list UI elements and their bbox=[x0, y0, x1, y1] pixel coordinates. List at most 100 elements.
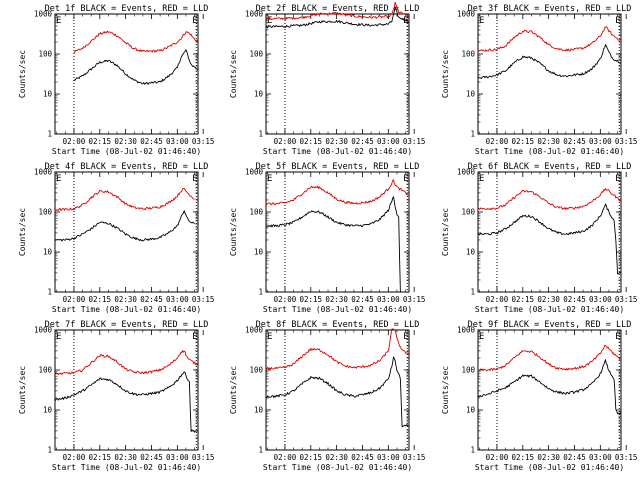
panel-6: Det 6f BLACK = Events, RED = LLD Counts/s… bbox=[441, 162, 637, 314]
x-tick-label: 02:15 bbox=[89, 295, 112, 304]
y-tick-label: 1 bbox=[258, 288, 263, 297]
x-tick-label: 02:00 bbox=[486, 137, 509, 146]
plot-frame bbox=[54, 329, 199, 451]
x-tick-label: 02:45 bbox=[563, 295, 586, 304]
x-tick-label: 02:00 bbox=[274, 295, 297, 304]
x-tick-label: 02:00 bbox=[274, 137, 297, 146]
x-tick-label: 03:00 bbox=[166, 453, 189, 462]
y-axis-label: Counts/sec bbox=[229, 366, 238, 414]
edge-mark-left: E bbox=[56, 16, 61, 26]
y-tick-label: 1000 bbox=[457, 326, 476, 335]
y-tick-label: 1000 bbox=[245, 168, 264, 177]
x-tick-label: 02:30 bbox=[325, 453, 348, 462]
series-lld-line bbox=[477, 26, 622, 53]
y-axis-label: Counts/sec bbox=[229, 50, 238, 98]
x-tick-label: 02:15 bbox=[300, 295, 323, 304]
x-axis-label: Start Time (08-Jul-02 01:46:40) bbox=[263, 147, 412, 156]
x-axis-label: Start Time (08-Jul-02 01:46:40) bbox=[52, 463, 201, 472]
panel-title: Det 3f BLACK = Events, RED = LLD bbox=[468, 4, 632, 14]
y-tick-label: 10 bbox=[254, 90, 264, 99]
x-tick-label: 02:30 bbox=[325, 137, 348, 146]
panel-3: Det 3f BLACK = Events, RED = LLD Counts/s… bbox=[441, 4, 637, 156]
series-events-line bbox=[265, 6, 410, 29]
panel-2: Det 2f BLACK = Events, RED = LLD Counts/s… bbox=[229, 1, 426, 156]
edge-mark-left: E bbox=[479, 174, 484, 184]
edge-mark-right: E bbox=[192, 174, 197, 184]
x-tick-label: 02:00 bbox=[63, 137, 86, 146]
x-tick-label: 02:30 bbox=[114, 453, 137, 462]
y-tick-label: 1000 bbox=[457, 10, 476, 19]
x-tick-label: 02:30 bbox=[114, 295, 137, 304]
edge-mark-right: E bbox=[403, 332, 408, 342]
panel-title: Det 8f BLACK = Events, RED = LLD bbox=[256, 320, 420, 330]
panel-title: Det 2f BLACK = Events, RED = LLD bbox=[256, 4, 420, 14]
x-tick-label: 02:15 bbox=[89, 453, 112, 462]
x-tick-label: 03:15 bbox=[615, 137, 638, 146]
series-events-line bbox=[265, 196, 409, 293]
y-tick-label: 100 bbox=[249, 366, 263, 375]
y-tick-label: 100 bbox=[38, 208, 52, 217]
y-tick-label: 1 bbox=[258, 446, 263, 455]
x-tick-label: 03:00 bbox=[589, 453, 612, 462]
y-tick-label: 100 bbox=[461, 208, 475, 217]
edge-mark-right: E bbox=[192, 16, 197, 26]
edge-mark-left: E bbox=[267, 174, 272, 184]
x-tick-label: 03:15 bbox=[192, 453, 215, 462]
y-tick-label: 1 bbox=[470, 446, 475, 455]
panel-title: Det 9f BLACK = Events, RED = LLD bbox=[468, 320, 632, 330]
y-tick-label: 10 bbox=[43, 406, 53, 415]
x-tick-label: 03:15 bbox=[192, 295, 215, 304]
series-lld-line bbox=[266, 179, 410, 206]
x-axis-label: Start Time (08-Jul-02 01:46:40) bbox=[52, 147, 201, 156]
y-tick-label: 1 bbox=[470, 130, 475, 139]
y-tick-label: 100 bbox=[249, 208, 263, 217]
y-tick-label: 10 bbox=[466, 90, 476, 99]
x-tick-label: 03:00 bbox=[589, 295, 612, 304]
y-axis-label: Counts/sec bbox=[441, 366, 450, 414]
panel-1: Det 1f BLACK = Events, RED = LLD Counts/s… bbox=[18, 4, 214, 156]
y-tick-label: 1 bbox=[470, 288, 475, 297]
plot-frame bbox=[477, 329, 622, 451]
y-tick-label: 100 bbox=[38, 50, 52, 59]
x-axis-label: Start Time (08-Jul-02 01:46:40) bbox=[263, 305, 412, 314]
edge-mark-left: E bbox=[56, 332, 61, 342]
edge-mark-left: E bbox=[479, 16, 484, 26]
x-tick-label: 02:45 bbox=[563, 137, 586, 146]
series-lld-line bbox=[265, 1, 410, 21]
x-tick-label: 03:00 bbox=[166, 137, 189, 146]
x-axis-label: Start Time (08-Jul-02 01:46:40) bbox=[475, 305, 624, 314]
x-tick-label: 03:15 bbox=[615, 295, 638, 304]
y-tick-label: 10 bbox=[43, 90, 53, 99]
x-tick-label: 02:45 bbox=[351, 453, 374, 462]
edge-mark-right: E bbox=[403, 174, 408, 184]
y-tick-label: 1000 bbox=[245, 10, 264, 19]
y-tick-label: 10 bbox=[466, 248, 476, 257]
x-tick-label: 02:45 bbox=[351, 137, 374, 146]
y-axis-label: Counts/sec bbox=[229, 208, 238, 256]
x-tick-label: 02:30 bbox=[537, 295, 560, 304]
panel-7: Det 7f BLACK = Events, RED = LLD Counts/s… bbox=[18, 320, 214, 472]
series-lld-line bbox=[54, 350, 199, 376]
panel-9: Det 9f BLACK = Events, RED = LLD Counts/s… bbox=[441, 320, 637, 472]
edge-mark-right: E bbox=[615, 16, 620, 26]
plot-frame bbox=[477, 171, 622, 293]
x-tick-label: 02:45 bbox=[563, 453, 586, 462]
x-tick-label: 03:15 bbox=[403, 137, 426, 146]
edge-mark-right: E bbox=[192, 332, 197, 342]
x-tick-label: 03:00 bbox=[377, 295, 400, 304]
edge-mark-left: E bbox=[479, 332, 484, 342]
edge-mark-left: E bbox=[267, 332, 272, 342]
edge-mark-left: E bbox=[56, 174, 61, 184]
y-tick-label: 100 bbox=[249, 50, 263, 59]
panel-title: Det 6f BLACK = Events, RED = LLD bbox=[468, 162, 632, 172]
panel-title: Det 5f BLACK = Events, RED = LLD bbox=[256, 162, 420, 172]
x-tick-label: 03:00 bbox=[166, 295, 189, 304]
series-events-line bbox=[477, 203, 622, 275]
x-tick-label: 02:00 bbox=[486, 295, 509, 304]
y-tick-label: 1000 bbox=[34, 10, 53, 19]
x-tick-label: 02:00 bbox=[63, 295, 86, 304]
x-tick-label: 02:30 bbox=[537, 453, 560, 462]
plot-frame bbox=[265, 171, 410, 293]
series-lld-line bbox=[54, 187, 195, 212]
